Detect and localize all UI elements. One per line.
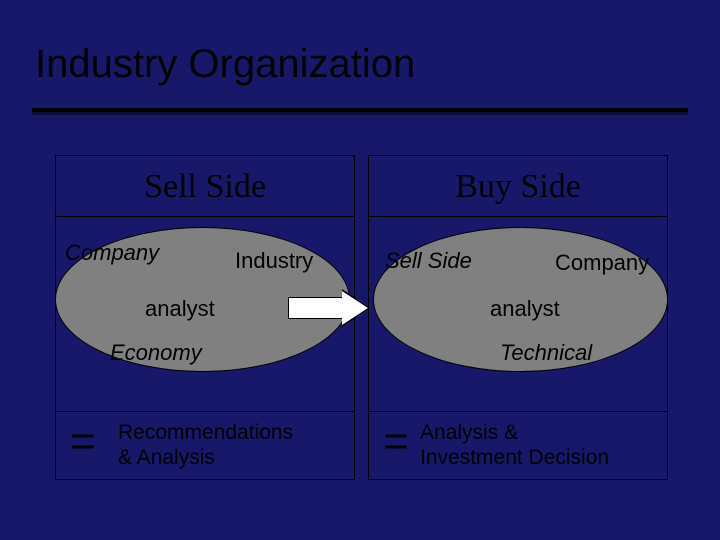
buy-top-right-label: Company xyxy=(555,250,649,276)
result-line: Analysis & xyxy=(420,421,518,444)
sell-side-result: Recommendations & Analysis xyxy=(118,420,338,470)
sell-top-right-label: Industry xyxy=(235,248,313,274)
sell-top-left-label: Company xyxy=(65,240,159,266)
buy-bottom-label: Technical xyxy=(500,340,592,366)
sell-center-label: analyst xyxy=(145,296,215,322)
result-line: Investment Decision xyxy=(420,446,609,469)
slide-title: Industry Organization xyxy=(35,42,415,87)
panel-divider xyxy=(369,216,667,217)
sell-side-heading: Sell Side xyxy=(56,168,354,206)
equals-sign: = xyxy=(383,420,409,464)
buy-top-left-label: Sell Side xyxy=(385,248,472,274)
panel-divider xyxy=(369,411,667,412)
flow-arrow-icon xyxy=(288,293,368,323)
result-line: Recommendations xyxy=(118,421,293,444)
buy-center-label: analyst xyxy=(490,296,560,322)
panel-divider xyxy=(56,216,354,217)
equals-sign: = xyxy=(70,420,96,464)
result-line: & Analysis xyxy=(118,446,215,469)
sell-bottom-label: Economy xyxy=(110,340,202,366)
title-underline xyxy=(32,108,688,114)
panel-divider xyxy=(56,411,354,412)
buy-side-heading: Buy Side xyxy=(369,168,667,206)
buy-side-result: Analysis & Investment Decision xyxy=(420,420,660,470)
